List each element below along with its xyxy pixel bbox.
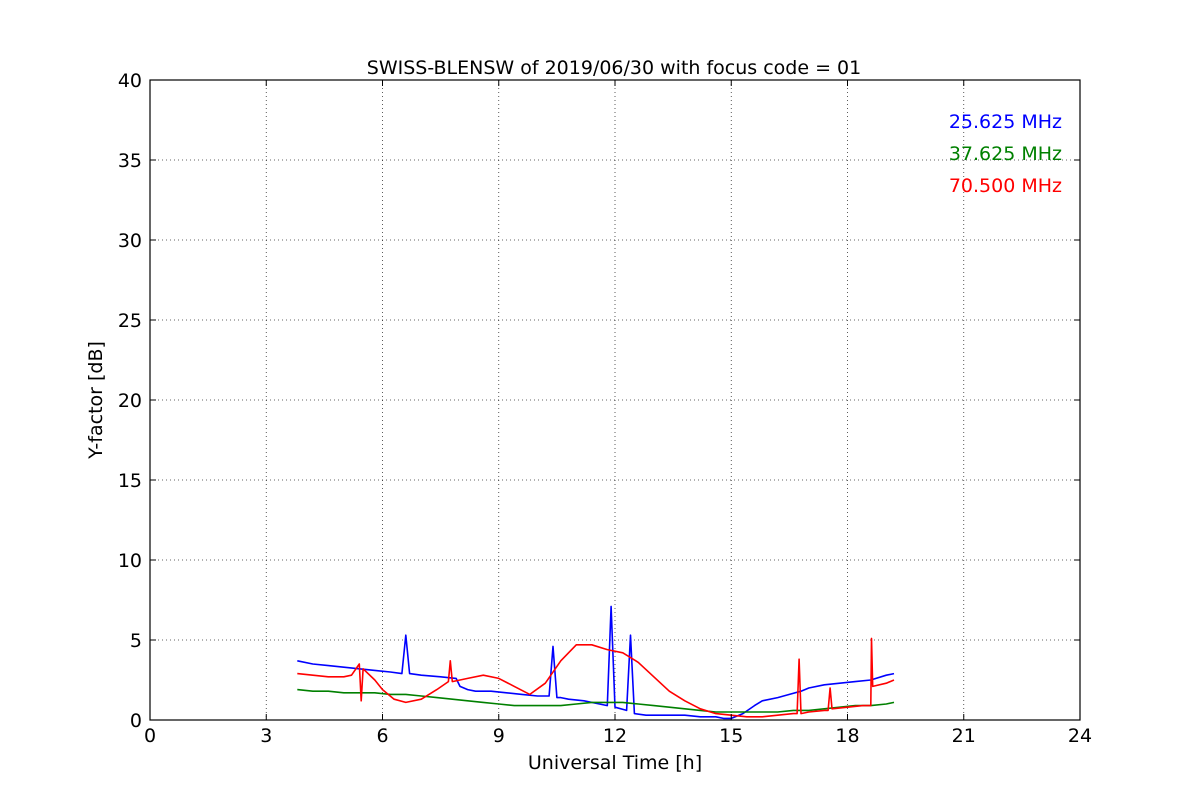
y-tick-label: 35	[118, 150, 142, 172]
y-tick-label: 25	[118, 310, 142, 332]
y-tick-label: 40	[118, 70, 142, 92]
x-tick-label: 3	[260, 725, 272, 747]
y-tick-label: 5	[130, 630, 142, 652]
y-tick-label: 10	[118, 550, 142, 572]
chart-title: SWISS-BLENSW of 2019/06/30 with focus co…	[367, 57, 861, 79]
y-tick-label: 15	[118, 470, 142, 492]
x-axis-label: Universal Time [h]	[528, 752, 702, 774]
series-line-3	[297, 637, 895, 718]
legend: 25.625 MHz 37.625 MHz 70.500 MHz	[949, 111, 1062, 197]
tick-layer: 0 3 6 9 12 15 18 21 24 0 5 10 15 20 25 30 35 40	[118, 70, 1092, 747]
legend-entry-3: 70.500 MHz	[949, 175, 1062, 197]
series-layer	[297, 605, 895, 720]
x-tick-label: 9	[493, 725, 505, 747]
x-tick-label: 12	[603, 725, 627, 747]
grid-layer	[150, 80, 1080, 720]
legend-entry-2: 37.625 MHz	[949, 143, 1062, 165]
x-tick-label: 21	[952, 725, 976, 747]
y-tick-label: 30	[118, 230, 142, 252]
y-axis-label: Y-factor [dB]	[85, 341, 107, 460]
x-tick-label: 6	[376, 725, 388, 747]
y-tick-label: 20	[118, 390, 142, 412]
x-tick-label: 0	[144, 725, 156, 747]
series-line-1	[297, 605, 895, 720]
y-tick-label: 0	[130, 710, 142, 732]
x-tick-label: 18	[835, 725, 859, 747]
x-tick-label: 24	[1068, 725, 1092, 747]
legend-entry-1: 25.625 MHz	[949, 111, 1062, 133]
x-tick-label: 15	[719, 725, 743, 747]
